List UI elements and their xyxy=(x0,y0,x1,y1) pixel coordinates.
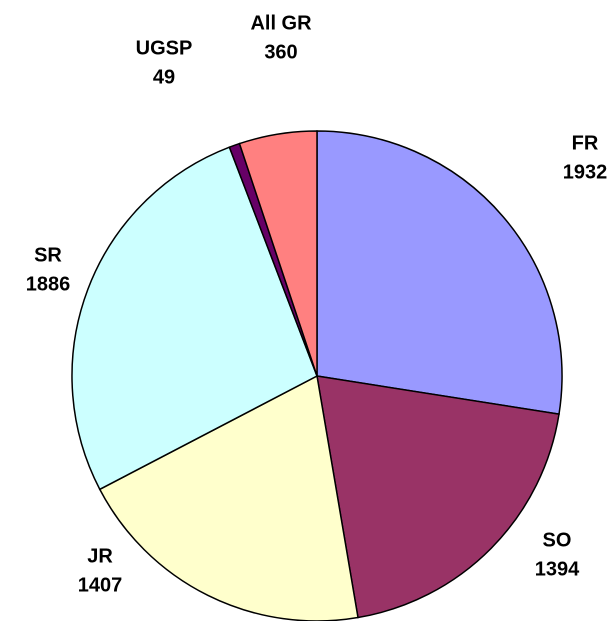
slice-label: UGSP xyxy=(136,37,193,59)
pie-slice xyxy=(316,130,563,416)
slice-label: SR xyxy=(34,244,62,266)
slice-label: JR xyxy=(87,545,113,567)
pie-slice xyxy=(316,375,560,619)
slice-value: 1407 xyxy=(78,574,123,596)
slice-value: 1932 xyxy=(563,161,608,183)
slice-label: SO xyxy=(543,529,572,551)
slice-label: All GR xyxy=(250,12,312,34)
pie-slice xyxy=(238,130,318,377)
slice-value: 360 xyxy=(264,41,297,63)
slice-label: FR xyxy=(572,132,599,154)
pie-slice xyxy=(71,146,318,491)
slice-value: 1394 xyxy=(535,558,580,580)
slice-value: 1886 xyxy=(26,273,71,295)
slice-value: 49 xyxy=(153,66,175,88)
